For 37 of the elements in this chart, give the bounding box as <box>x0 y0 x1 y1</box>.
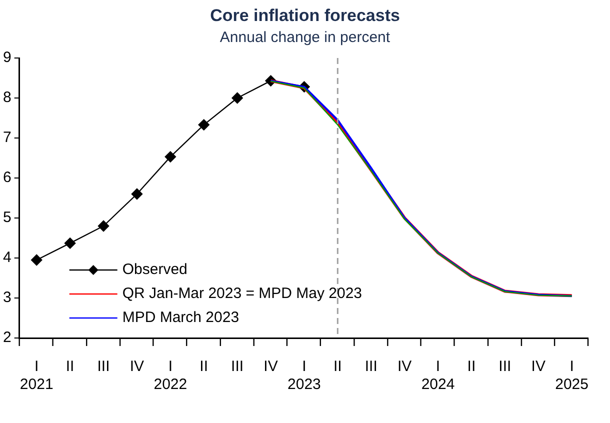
x-tick-label: III <box>498 358 512 376</box>
x-tick-label: I 2024 <box>421 358 455 394</box>
point <box>164 151 176 162</box>
point <box>198 119 210 130</box>
legend-label: Observed <box>122 261 188 278</box>
point <box>232 92 243 104</box>
x-tick-label: IV <box>397 358 412 376</box>
y-tick-label: 4 <box>3 249 12 266</box>
x-tick-label: I 2025 <box>555 358 588 394</box>
x-tick-label: I 2021 <box>20 358 54 394</box>
y-tick-label: 2 <box>3 329 12 346</box>
point <box>64 238 76 249</box>
legend-label: MPD March 2023 <box>122 309 240 326</box>
point <box>98 220 110 232</box>
x-tick-label: III <box>231 358 244 376</box>
x-tick-label: II <box>333 358 342 376</box>
y-tick-label: 7 <box>3 129 12 146</box>
legend-label: QR Jan-Mar 2023 = MPD May 2023 <box>122 285 362 302</box>
x-tick-label: I 2023 <box>288 358 321 394</box>
y-tick-label: 5 <box>3 209 12 226</box>
x-tick-label: II <box>200 358 208 376</box>
x-tick-label: II <box>467 358 476 376</box>
y-tick-label: 3 <box>3 289 12 306</box>
x-tick-label: III <box>364 358 378 376</box>
x-tick-label: IV <box>130 358 144 376</box>
x-tick-label: IV <box>264 358 278 376</box>
x-tick-label: IV <box>531 358 546 376</box>
point <box>131 188 143 200</box>
y-tick-label: 6 <box>3 169 12 186</box>
x-tick-label: III <box>97 358 110 376</box>
x-tick-label: II <box>66 358 74 376</box>
point <box>31 254 42 266</box>
x-tick-label: I 2022 <box>154 358 188 394</box>
chart-subtitle: Annual change in percent <box>218 29 392 46</box>
y-tick-label: 8 <box>3 89 12 106</box>
y-tick-label: 9 <box>3 49 12 66</box>
chart-title: Core inflation forecasts <box>209 6 401 26</box>
